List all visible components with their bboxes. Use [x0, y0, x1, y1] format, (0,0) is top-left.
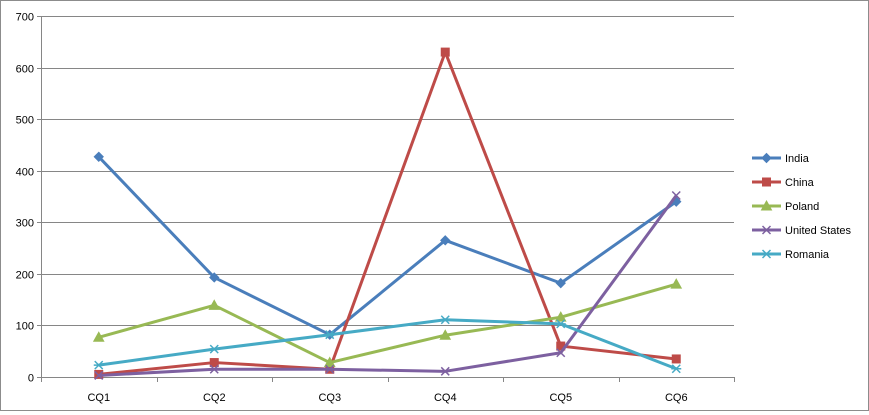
y-tick-label: 200 [16, 270, 34, 282]
data-point-poland-cq5 [554, 311, 567, 322]
data-point-united-states-cq1 [94, 370, 104, 380]
x-tick-labels: CQ1 CQ2 CQ3 CQ4 CQ5 CQ6 [87, 392, 687, 404]
legend-label-poland: Poland [785, 201, 819, 213]
x-tick-label-cq6: CQ6 [665, 392, 688, 404]
data-point-romania-cq2 [209, 344, 220, 354]
x-tick-label-cq3: CQ3 [318, 392, 341, 404]
data-point-united-states-cq4 [440, 366, 450, 376]
legend-label-united-states: United States [785, 225, 852, 237]
legend-marker-united-states [761, 225, 772, 235]
data-point-india-cq5 [555, 277, 566, 289]
series-line-romania [98, 318, 677, 371]
series-line-united-states [98, 194, 678, 377]
data-point-india-cq1 [93, 151, 104, 162]
legend-item-poland: Poland [752, 199, 819, 213]
legend-label-china: China [785, 177, 815, 189]
data-point-united-states-cq3 [325, 364, 335, 374]
data-point-china-cq6 [671, 354, 681, 364]
data-point-poland-cq3 [323, 356, 336, 368]
y-tick-label: 0 [28, 373, 34, 385]
y-tick-labels: 0 100 200 300 400 500 600 700 [16, 12, 34, 385]
data-point-united-states-cq2 [209, 364, 219, 374]
legend-item-united-states: United States [752, 225, 852, 237]
legend: India China Poland United States Romania [752, 152, 852, 261]
y-tick-label: 300 [16, 218, 34, 230]
legend-label-romania: Romania [785, 249, 830, 261]
data-point-united-states-cq5 [556, 348, 566, 358]
data-point-poland-cq1 [92, 331, 105, 342]
series-line-india [97, 155, 678, 337]
legend-item-romania: Romania [752, 249, 830, 261]
legend-marker-poland [760, 199, 773, 211]
series-poland [92, 278, 683, 368]
series-layer [92, 47, 683, 380]
y-tick-label: 500 [16, 115, 34, 127]
data-point-romania-cq5 [555, 319, 566, 329]
series-line-poland [98, 282, 677, 365]
legend-item-china: China [752, 177, 815, 189]
data-point-china-cq4 [440, 47, 450, 57]
axes [37, 16, 735, 382]
legend-label-india: India [785, 153, 810, 165]
x-tick-label-cq2: CQ2 [203, 392, 226, 404]
legend-marker-india [761, 152, 772, 164]
data-point-poland-cq6 [670, 278, 683, 289]
data-point-united-states-cq6 [671, 190, 681, 200]
series-romania [93, 315, 682, 374]
x-tick-label-cq5: CQ5 [549, 392, 572, 404]
y-tick-label: 700 [16, 12, 34, 24]
data-point-poland-cq4 [439, 329, 452, 340]
data-point-india-cq4 [440, 235, 451, 246]
x-tick-label-cq1: CQ1 [87, 392, 110, 404]
data-point-china-cq2 [209, 358, 219, 368]
series-line-china [98, 50, 677, 376]
x-tick-label-cq4: CQ4 [434, 392, 457, 404]
y-tick-label: 100 [16, 321, 34, 333]
data-point-romania-cq6 [671, 364, 682, 374]
data-point-romania-cq3 [324, 330, 335, 340]
legend-item-india: India [752, 152, 810, 165]
series-china [94, 47, 681, 379]
data-point-romania-cq4 [440, 315, 451, 325]
y-tick-label: 400 [16, 167, 34, 179]
gridlines [41, 16, 734, 326]
y-tick-label: 600 [16, 64, 34, 76]
legend-marker-china [762, 177, 771, 187]
data-point-poland-cq2 [208, 299, 221, 310]
series-united-states [94, 190, 681, 380]
data-point-romania-cq1 [93, 360, 104, 370]
data-point-india-cq2 [209, 272, 220, 283]
legend-marker-romania [761, 249, 772, 259]
